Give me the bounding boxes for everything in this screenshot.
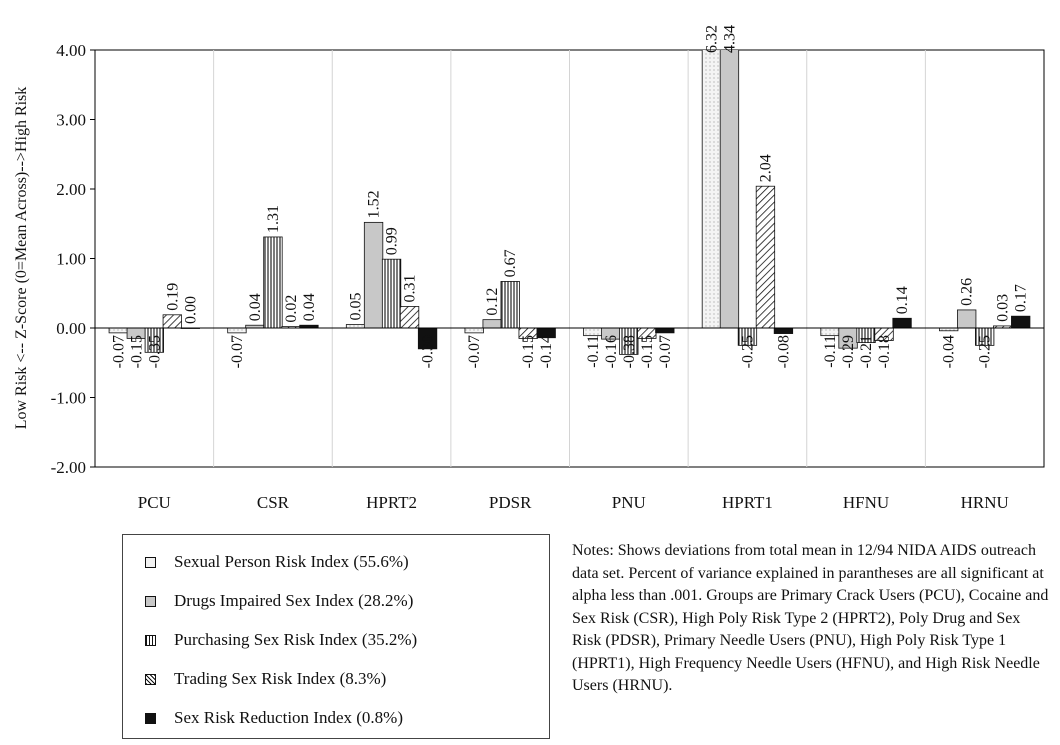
x-axis-ticks: PCU CSR HPRT2 PDSR PNU HPRT1 HFNU HRNU [138,493,1009,512]
legend-swatch [145,556,156,568]
data-label-pnu-series-2: -0.16 [603,335,620,368]
y-axis-ticks: 4.00 3.00 2.00 1.00 0.00 -1.00 -2.00 [51,41,95,477]
bar-pcu-series-1 [108,327,128,334]
bar-hprt2-series-4 [399,306,420,329]
y-tick-label: -1.00 [51,389,86,408]
legend-label: Sexual Person Risk Index (55.6%) [174,552,409,571]
legend-swatch [145,712,156,724]
data-label-hfnu-series-2: -0.29 [840,335,857,368]
x-tick-label-pdsr: PDSR [489,493,532,512]
x-tick-label-pcu: PCU [138,493,171,512]
bar-hfnu-series-5 [892,317,912,329]
y-tick-label: 2.00 [56,180,86,199]
bar-hprt2-series-1 [345,324,366,329]
data-label-hfnu-series-5: 0.14 [894,286,911,314]
bar-pnu-series-1 [583,327,603,337]
data-label-csr-series-4: 0.02 [283,295,300,323]
data-label-hprt1-series-2: 4.34 [721,25,738,53]
data-label-hprt1-series-3: -0.25 [739,335,756,368]
data-label-hprt1-series-5: -0.08 [775,335,792,368]
legend-swatch [145,673,156,685]
data-label-hfnu-series-1: -0.11 [822,335,839,368]
y-axis-label: Low Risk <-- Z-Score (0=Mean Across)-->H… [13,87,30,430]
legend-item-4: Trading Sex Risk Index (8.3%) [145,667,386,691]
legend-item-3: Purchasing Sex Risk Index (35.2%) [145,628,417,652]
x-tick-label-csr: CSR [257,493,290,512]
x-tick-label-hprt2: HPRT2 [366,493,417,512]
legend-label: Sex Risk Reduction Index (0.8%) [174,708,403,727]
data-label-hprt1-series-4: 2.04 [757,154,774,182]
data-label-hfnu-series-3: -0.21 [858,335,875,368]
data-label-hrnu-series-4: 0.03 [995,294,1012,322]
data-label-pdsr-series-5: -0.14 [538,335,555,368]
legend-swatch [145,634,156,646]
data-labels: -0.07 -0.07 0.05 -0.07 -0.11 6.32 -0.11 -0.04 -0… [110,25,1029,368]
data-label-pnu-series-5: -0.07 [657,335,674,368]
bar-hprt1-series-4 [755,185,776,329]
bar-hprt1-series-5 [773,327,794,334]
data-label-hrnu-series-3: -0.25 [977,335,994,368]
y-tick-label: -2.00 [51,458,86,477]
data-label-csr-series-3: 1.31 [265,205,282,233]
bars-group [108,50,1031,355]
bar-chart: 4.00 3.00 2.00 1.00 0.00 -1.00 -2.00 PCU CSR HPR… [13,25,1045,512]
data-label-hrnu-series-1: -0.04 [941,335,958,368]
data-label-pcu-series-1: -0.07 [110,335,127,368]
bar-hprt2-series-2 [363,221,384,329]
data-label-hprt2-series-2: 1.52 [366,190,383,218]
bar-pdsr-series-1 [464,327,484,334]
data-label-pdsr-series-3: 0.67 [502,249,519,277]
data-label-hprt2-series-4: 0.31 [402,274,419,302]
data-label-pnu-series-4: -0.15 [639,335,656,368]
legend-item-1: Sexual Person Risk Index (55.6%) [145,550,409,574]
legend-item-2: Drugs Impaired Sex Index (28.2%) [145,589,413,613]
data-label-hprt2-series-3: 0.99 [384,227,401,255]
bar-hprt1-series-2 [719,50,740,329]
bar-pdsr-series-2 [482,319,502,329]
data-label-hprt1-series-1: 6.32 [703,25,720,53]
data-label-pcu-series-4: 0.19 [164,283,181,311]
y-tick-label: 3.00 [56,111,86,130]
legend: Sexual Person Risk Index (55.6%) Drugs Im… [122,534,550,739]
bar-pnu-series-5 [655,327,675,334]
data-label-csr-series-2: 0.04 [247,293,264,321]
bar-pdsr-series-3 [500,281,520,329]
bar-pcu-series-4 [162,314,182,329]
data-label-hprt2-series-1: 0.05 [348,293,365,321]
notes-text: Notes: Shows deviations from total mean … [572,542,1049,694]
y-tick-label: 0.00 [56,319,86,338]
x-tick-label-hprt1: HPRT1 [722,493,773,512]
legend-label: Drugs Impaired Sex Index (28.2%) [174,591,414,610]
data-label-csr-series-5: 0.04 [301,293,318,321]
bar-csr-series-3 [263,236,283,329]
data-label-pdsr-series-4: -0.15 [520,335,537,368]
legend-swatch [145,595,156,607]
data-label-pdsr-series-1: -0.07 [466,335,483,368]
data-label-hrnu-series-5: 0.17 [1013,284,1030,312]
y-tick-label: 1.00 [56,250,86,269]
data-label-pnu-series-1: -0.11 [585,335,602,368]
data-label-hrnu-series-2: 0.26 [959,278,976,306]
data-label-pnu-series-3: -0.38 [621,335,638,368]
data-label-hprt2-series-5: -0.30 [420,335,437,368]
x-tick-label-pnu: PNU [612,493,646,512]
bar-hrnu-series-2 [957,309,977,329]
data-label-hfnu-series-4: -0.18 [876,335,893,368]
data-label-pcu-series-5: 0.00 [182,296,199,324]
data-label-pcu-series-3: -0.35 [146,335,163,368]
x-tick-label-hfnu: HFNU [843,493,889,512]
data-label-pcu-series-2: -0.15 [128,335,145,368]
bar-hfnu-series-1 [820,327,840,337]
x-tick-label-hrnu: HRNU [961,493,1009,512]
bar-hrnu-series-5 [1011,315,1031,329]
legend-label: Trading Sex Risk Index (8.3%) [174,669,387,688]
y-tick-label: 4.00 [56,41,86,60]
legend-label: Purchasing Sex Risk Index (35.2%) [174,630,418,649]
category-separators [213,50,926,467]
bar-csr-series-1 [227,327,247,334]
data-label-pdsr-series-2: 0.12 [484,288,501,316]
legend-item-5: Sex Risk Reduction Index (0.8%) [145,706,403,730]
bar-hprt2-series-3 [381,258,402,329]
data-label-csr-series-1: -0.07 [229,335,246,368]
